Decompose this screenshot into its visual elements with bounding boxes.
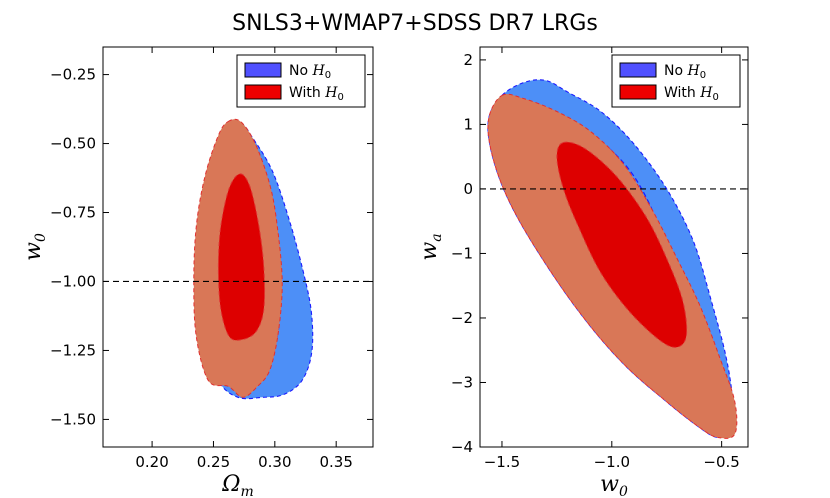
legend-label-symbol: H bbox=[312, 63, 326, 79]
y-axis-label-subscript: a bbox=[429, 233, 445, 241]
y-tick-label: −0.25 bbox=[50, 66, 96, 84]
y-tick-label: −2 bbox=[451, 309, 473, 327]
x-axis-label-subscript: 0 bbox=[619, 484, 628, 498]
x-axis-label-subscript: m bbox=[240, 484, 253, 498]
figure-title: SNLS3+WMAP7+SDSS DR7 LRGs bbox=[232, 11, 598, 36]
legend-label-subscript: 0 bbox=[325, 70, 331, 81]
x-tick-label: 0.20 bbox=[135, 453, 168, 471]
legend-label-symbol: H bbox=[699, 85, 713, 101]
y-tick-label: −3 bbox=[451, 373, 473, 391]
axes-frame bbox=[479, 46, 749, 448]
legend-label-with-h0: With H0 bbox=[664, 85, 719, 103]
legend-label-subscript: 0 bbox=[712, 92, 718, 103]
x-tick-label: −1.0 bbox=[594, 453, 630, 471]
y-tick-label: −1 bbox=[451, 244, 473, 262]
y-tick-label: −0.75 bbox=[50, 204, 96, 222]
x-axis-label: Ωm bbox=[221, 472, 254, 498]
y-tick-label: −4 bbox=[451, 438, 473, 456]
plot-area bbox=[103, 118, 373, 400]
legend-label-no-h0: No H0 bbox=[664, 63, 706, 81]
y-axis-label-subscript: 0 bbox=[33, 233, 49, 242]
legend-label-prefix: With bbox=[664, 85, 700, 101]
y-tick-label: 1 bbox=[463, 115, 473, 133]
x-axis-label: w0 bbox=[600, 472, 628, 498]
y-axis-label: w0 bbox=[21, 233, 49, 261]
y-tick-label: −1.00 bbox=[50, 272, 96, 290]
legend-label-prefix: With bbox=[289, 85, 325, 101]
legend-label-no-h0: No H0 bbox=[289, 63, 331, 81]
contour-with-h0-1sigma bbox=[556, 141, 688, 348]
contour-with-h0-1sigma bbox=[217, 173, 266, 341]
legend-swatch-no-h0 bbox=[244, 62, 282, 78]
x-tick-label: 0.25 bbox=[197, 453, 230, 471]
x-tick-label: −1.5 bbox=[484, 453, 520, 471]
x-tick-label: 0.30 bbox=[258, 453, 291, 471]
legend-label-prefix: No bbox=[289, 63, 313, 79]
legend-label-symbol: H bbox=[687, 63, 701, 79]
plot-area bbox=[480, 79, 748, 439]
y-axis-label: wa bbox=[417, 233, 445, 260]
y-tick-label: −1.25 bbox=[50, 341, 96, 359]
y-tick-label: 2 bbox=[463, 51, 473, 69]
legend-label-subscript: 0 bbox=[337, 92, 343, 103]
legend-label-prefix: No bbox=[664, 63, 688, 79]
y-tick-label: −0.50 bbox=[50, 135, 96, 153]
legend-swatch-no-h0 bbox=[619, 62, 657, 78]
legend-swatch-with-h0 bbox=[619, 84, 657, 100]
x-tick-label: −0.5 bbox=[703, 453, 739, 471]
axes-frame bbox=[102, 46, 374, 448]
legend-swatch-with-h0 bbox=[244, 84, 282, 100]
left-panel: 0.20 0.25 0.30 0.35 −1.50 −1.25 −1.00 −0.75 −0.5… bbox=[21, 46, 374, 498]
legend-label-symbol: H bbox=[324, 85, 338, 101]
legend-label-subscript: 0 bbox=[700, 70, 706, 81]
legend-label-with-h0: With H0 bbox=[289, 85, 344, 103]
y-tick-label: −1.50 bbox=[50, 410, 96, 428]
x-tick-label: 0.35 bbox=[319, 453, 352, 471]
y-tick-label: 0 bbox=[463, 180, 473, 198]
